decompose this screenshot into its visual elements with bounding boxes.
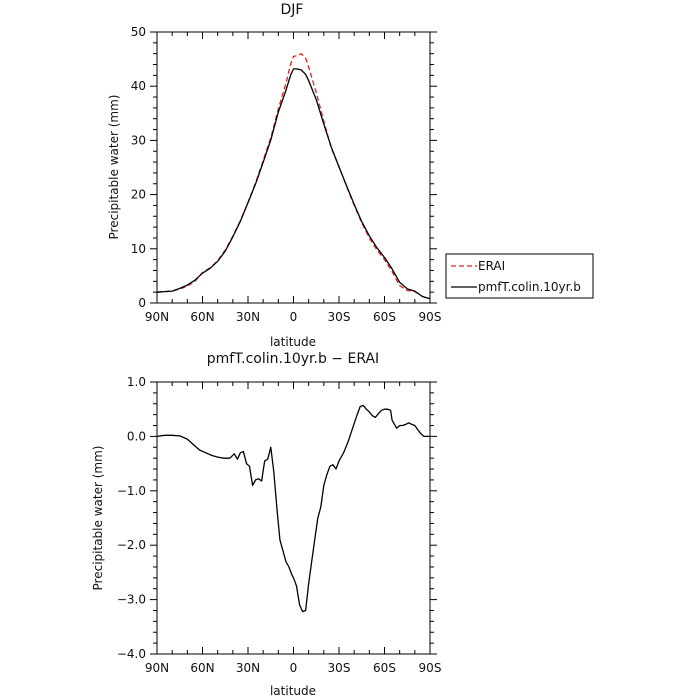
top-series-lines	[156, 53, 431, 300]
x-tick-label: 60S	[373, 661, 396, 675]
x-tick-label: 30N	[236, 661, 260, 675]
top-axis-ticks: 90N 60N 30N 0 30S 60S 90S 0 10 20 30 40 50	[131, 25, 442, 324]
top-series-line-pmft-colin-10yr-b	[156, 68, 431, 300]
y-tick-label: 30	[131, 133, 146, 147]
y-tick-label: 0	[138, 296, 146, 310]
y-tick-label: −2.0	[117, 538, 146, 552]
top-series-line-erai	[156, 53, 431, 300]
top-y-axis-label: Precipitable water (mm)	[107, 95, 121, 240]
y-tick-label: 10	[131, 242, 146, 256]
top-panel: DJF Precipitable water (mm) latitude 90N…	[107, 2, 441, 349]
x-tick-label: 30S	[328, 310, 351, 324]
bottom-plot-frame	[156, 381, 431, 655]
x-tick-label: 60N	[190, 661, 214, 675]
y-tick-label: 50	[131, 25, 146, 39]
x-tick-label: 0	[290, 661, 298, 675]
legend-box	[445, 253, 594, 299]
y-tick-label: −4.0	[117, 647, 146, 661]
bottom-panel: pmfT.colin.10yr.b − ERAI Precipitable wa…	[91, 351, 441, 698]
y-tick-label: 40	[131, 79, 146, 93]
y-tick-label: −3.0	[117, 593, 146, 607]
legend-label-erai: ERAI	[478, 259, 505, 273]
bottom-chart-title: pmfT.colin.10yr.b − ERAI	[207, 351, 379, 367]
top-x-axis-label: latitude	[270, 335, 316, 349]
legend: ERAI pmfT.colin.10yr.b	[445, 253, 594, 299]
y-tick-label: 20	[131, 188, 146, 202]
x-tick-label: 90S	[419, 661, 442, 675]
x-tick-label: 90N	[145, 661, 169, 675]
top-chart-title: DJF	[281, 2, 304, 18]
bottom-x-axis-label: latitude	[270, 684, 316, 698]
x-tick-label: 90S	[419, 310, 442, 324]
x-tick-label: 30N	[236, 310, 260, 324]
bottom-series-line-difference	[156, 404, 430, 613]
bottom-series-lines	[156, 404, 430, 613]
x-tick-label: 0	[290, 310, 298, 324]
y-tick-label: 1.0	[127, 375, 146, 389]
x-tick-label: 60N	[190, 310, 214, 324]
x-tick-label: 30S	[328, 661, 351, 675]
top-plot-frame	[156, 31, 431, 304]
bottom-y-axis-label: Precipitable water (mm)	[91, 446, 105, 591]
y-tick-label: 0.0	[127, 429, 146, 443]
legend-label-pmft: pmfT.colin.10yr.b	[478, 280, 581, 294]
x-tick-label: 90N	[145, 310, 169, 324]
y-tick-label: −1.0	[117, 484, 146, 498]
bottom-axis-ticks: 90N 60N 30N 0 30S 60S 90S 1.0 0.0 −1.0 −2.0 −3.0 −4.…	[117, 375, 442, 675]
x-tick-label: 60S	[373, 310, 396, 324]
